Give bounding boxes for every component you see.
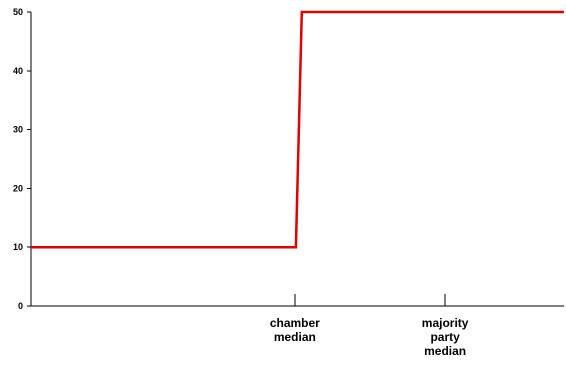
- series-line: [31, 10, 564, 249]
- y-tick-label: 30: [13, 125, 23, 135]
- y-tick-label: 0: [18, 301, 23, 311]
- y-tick-label: 10: [13, 242, 23, 252]
- y-axis: 0 10 20 30 40 50: [13, 7, 32, 311]
- x-marker-label: chamber: [270, 316, 320, 330]
- y-tick-label: 40: [13, 66, 23, 76]
- x-marker-label: majority: [422, 316, 469, 330]
- series-group: [31, 10, 564, 249]
- y-tick-label: 50: [13, 7, 23, 17]
- x-marker-label: median: [424, 344, 466, 358]
- x-marker-label: party: [430, 330, 460, 344]
- y-tick-label: 20: [13, 183, 23, 193]
- x-marker-label: median: [274, 330, 316, 344]
